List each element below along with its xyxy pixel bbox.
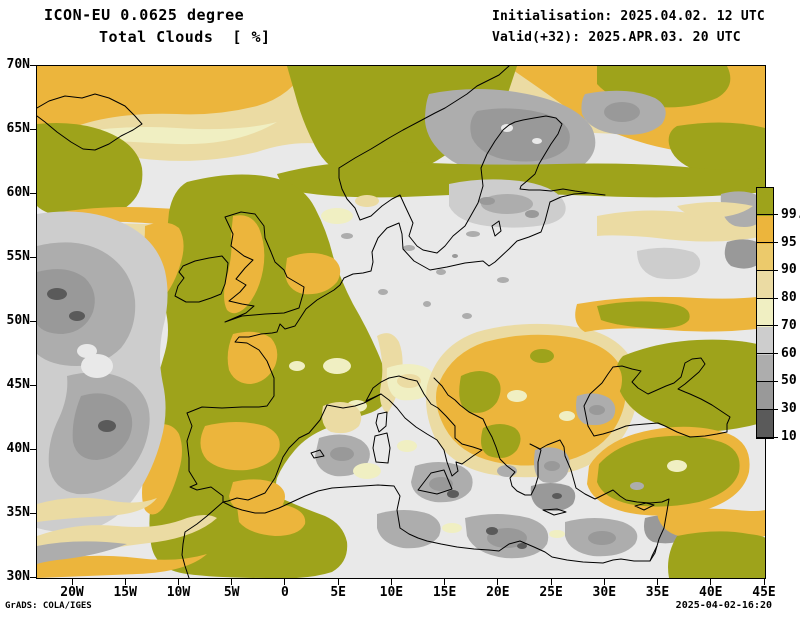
- lon-tick: [710, 579, 712, 585]
- lon-tick-label: 35E: [645, 585, 670, 600]
- init-time: Initialisation: 2025.04.02. 12 UTC: [492, 9, 765, 24]
- lon-tick: [603, 579, 605, 585]
- colorbar-segment: [757, 299, 773, 327]
- lon-tick-label: 25E: [539, 585, 563, 600]
- lat-tick: [30, 384, 36, 386]
- weather-map: [37, 66, 765, 578]
- lon-tick: [550, 579, 552, 585]
- lon-tick: [497, 579, 499, 585]
- colorbar-tick-label: 99.5: [781, 206, 800, 222]
- lat-tick: [30, 448, 36, 450]
- lon-tick: [284, 579, 286, 585]
- lon-tick: [763, 579, 765, 585]
- lon-tick-label: 5W: [223, 585, 240, 600]
- colorbar-segment: [757, 271, 773, 300]
- colorbar-tick: [756, 380, 778, 382]
- lat-tick: [30, 64, 36, 66]
- lat-tick-label: 60N: [6, 185, 30, 200]
- lon-tick: [337, 579, 339, 585]
- lon-tick-label: 45E: [752, 585, 776, 600]
- colorbar-segment: [757, 382, 773, 411]
- colorbar-tick: [756, 325, 778, 327]
- lat-tick-label: 40N: [6, 441, 30, 456]
- colorbar-tick-label: 95: [781, 234, 797, 250]
- lon-tick: [231, 579, 233, 585]
- colorbar-tick-label: 50: [781, 373, 797, 389]
- field-title: Total Clouds [ %]: [99, 28, 271, 46]
- valid-time: Valid(+32): 2025.APR.03. 20 UTC: [492, 30, 741, 45]
- lat-tick: [30, 320, 36, 322]
- colorbar-segment: [757, 354, 773, 383]
- colorbar-tick-label: 70: [781, 317, 797, 333]
- lat-tick-label: 65N: [6, 121, 30, 136]
- colorbar-tick: [756, 353, 778, 355]
- colorbar-tick-label: 80: [781, 290, 797, 306]
- lon-tick: [390, 579, 392, 585]
- lat-tick-label: 55N: [6, 249, 30, 264]
- colorbar-segment: [757, 243, 773, 272]
- lon-tick-label: 15W: [113, 585, 137, 600]
- lat-tick-label: 30N: [6, 569, 30, 584]
- cloud-cover-colorbar: [756, 187, 774, 439]
- model-title: ICON-EU 0.0625 degree: [44, 6, 245, 24]
- lat-tick: [30, 128, 36, 130]
- colorbar-tick: [756, 436, 778, 438]
- colorbar-tick: [756, 214, 778, 216]
- lat-tick-label: 35N: [6, 505, 30, 520]
- colorbar-tick: [756, 269, 778, 271]
- lon-tick-label: 15E: [432, 585, 457, 600]
- lat-tick-label: 45N: [6, 377, 30, 392]
- lat-tick-label: 50N: [6, 313, 30, 328]
- lat-tick-label: 70N: [6, 57, 30, 72]
- colorbar-tick: [756, 408, 778, 410]
- lat-tick: [30, 512, 36, 514]
- colorbar-tick-label: 60: [781, 345, 797, 361]
- grads-attribution: GrADS: COLA/IGES: [5, 601, 92, 611]
- lon-tick-label: 30E: [592, 585, 617, 600]
- colorbar-segment: [757, 326, 773, 355]
- coastlines: [37, 66, 731, 578]
- plot-timestamp: 2025-04-02-16:20: [675, 600, 772, 611]
- colorbar-segment: [757, 215, 773, 244]
- lon-tick-label: 20W: [60, 585, 84, 600]
- lat-tick: [30, 576, 36, 578]
- lon-tick-label: 40E: [699, 585, 723, 600]
- colorbar-tick: [756, 297, 778, 299]
- colorbar-tick-label: 30: [781, 401, 797, 417]
- colorbar-tick-label: 10: [781, 429, 797, 444]
- colorbar-tick: [756, 242, 778, 244]
- lat-tick: [30, 256, 36, 258]
- map-canvas: [36, 65, 766, 579]
- lon-tick-label: 0: [281, 585, 289, 600]
- lon-tick-label: 10W: [166, 585, 191, 600]
- lat-tick: [30, 192, 36, 194]
- cloud-field: [37, 66, 765, 578]
- lon-tick: [444, 579, 446, 585]
- colorbar-tick-label: 90: [781, 262, 797, 278]
- lon-tick: [124, 579, 126, 585]
- lon-tick: [177, 579, 179, 585]
- lon-tick: [657, 579, 659, 585]
- lon-tick-label: 20E: [486, 585, 510, 600]
- colorbar-segment: [757, 188, 773, 216]
- lon-tick-label: 5E: [330, 585, 346, 600]
- colorbar-segment: [757, 410, 773, 438]
- lon-tick-label: 10E: [379, 585, 404, 600]
- lon-tick: [71, 579, 73, 585]
